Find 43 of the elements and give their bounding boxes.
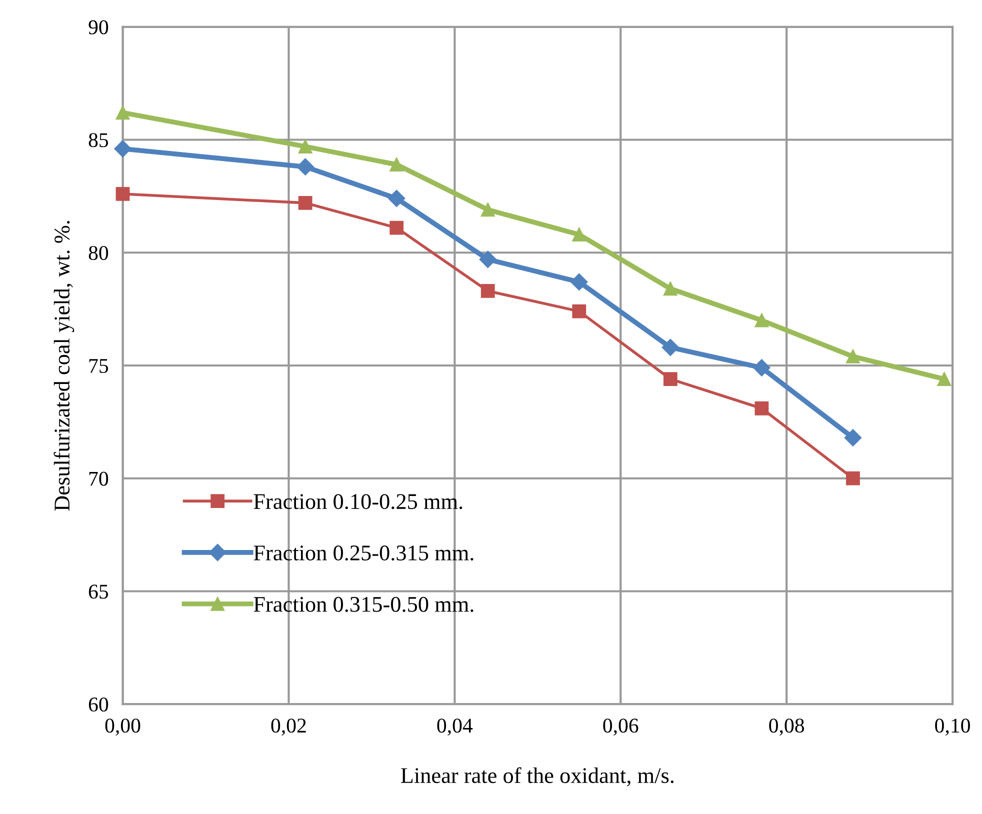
x-tick-label: 0,02: [271, 718, 306, 736]
x-axis-title: Linear rate of the oxidant, m/s.: [400, 767, 674, 786]
y-axis-title: Desulfurizated coal yield, wt. %.: [54, 221, 74, 511]
point: [116, 106, 130, 120]
y-tick-label: 65: [88, 584, 108, 599]
point: [480, 284, 495, 298]
point: [846, 471, 860, 486]
x-tick-label: 0,10: [935, 718, 970, 736]
point: [479, 250, 496, 268]
point: [662, 338, 679, 356]
point: [754, 313, 769, 328]
point: [937, 372, 952, 386]
y-tick-label: 85: [88, 133, 108, 148]
legend-label: Fraction 0.10-0.25 mm.: [254, 494, 462, 510]
point: [390, 220, 404, 235]
x-tick-label: 0,00: [105, 718, 140, 736]
x-tick-label: 0,04: [437, 718, 473, 736]
y-tick-label: 70: [89, 472, 108, 486]
y-tick-label: 90: [88, 20, 108, 34]
point: [296, 158, 314, 176]
point: [754, 401, 769, 416]
point: [753, 359, 770, 376]
point: [114, 140, 132, 158]
legend-label: Fraction 0.315-0.50 mm.: [254, 596, 474, 612]
point: [480, 202, 495, 217]
point: [298, 140, 312, 154]
point: [572, 228, 586, 242]
point: [116, 186, 130, 201]
point: [390, 158, 404, 172]
point: [844, 429, 862, 446]
y-tick-label: 80: [88, 246, 108, 260]
legend-label: Fraction 0.25-0.315 mm.: [254, 545, 474, 561]
point: [663, 372, 678, 386]
point: [572, 304, 586, 318]
point: [570, 273, 588, 291]
y-tick-label: 75: [89, 359, 108, 373]
point: [846, 350, 860, 364]
point: [388, 190, 406, 207]
point: [298, 196, 312, 210]
point: [663, 282, 678, 296]
x-tick-label: 0,06: [603, 718, 638, 736]
y-tick-label: 60: [88, 697, 108, 712]
x-tick-label: 0,08: [769, 718, 804, 736]
